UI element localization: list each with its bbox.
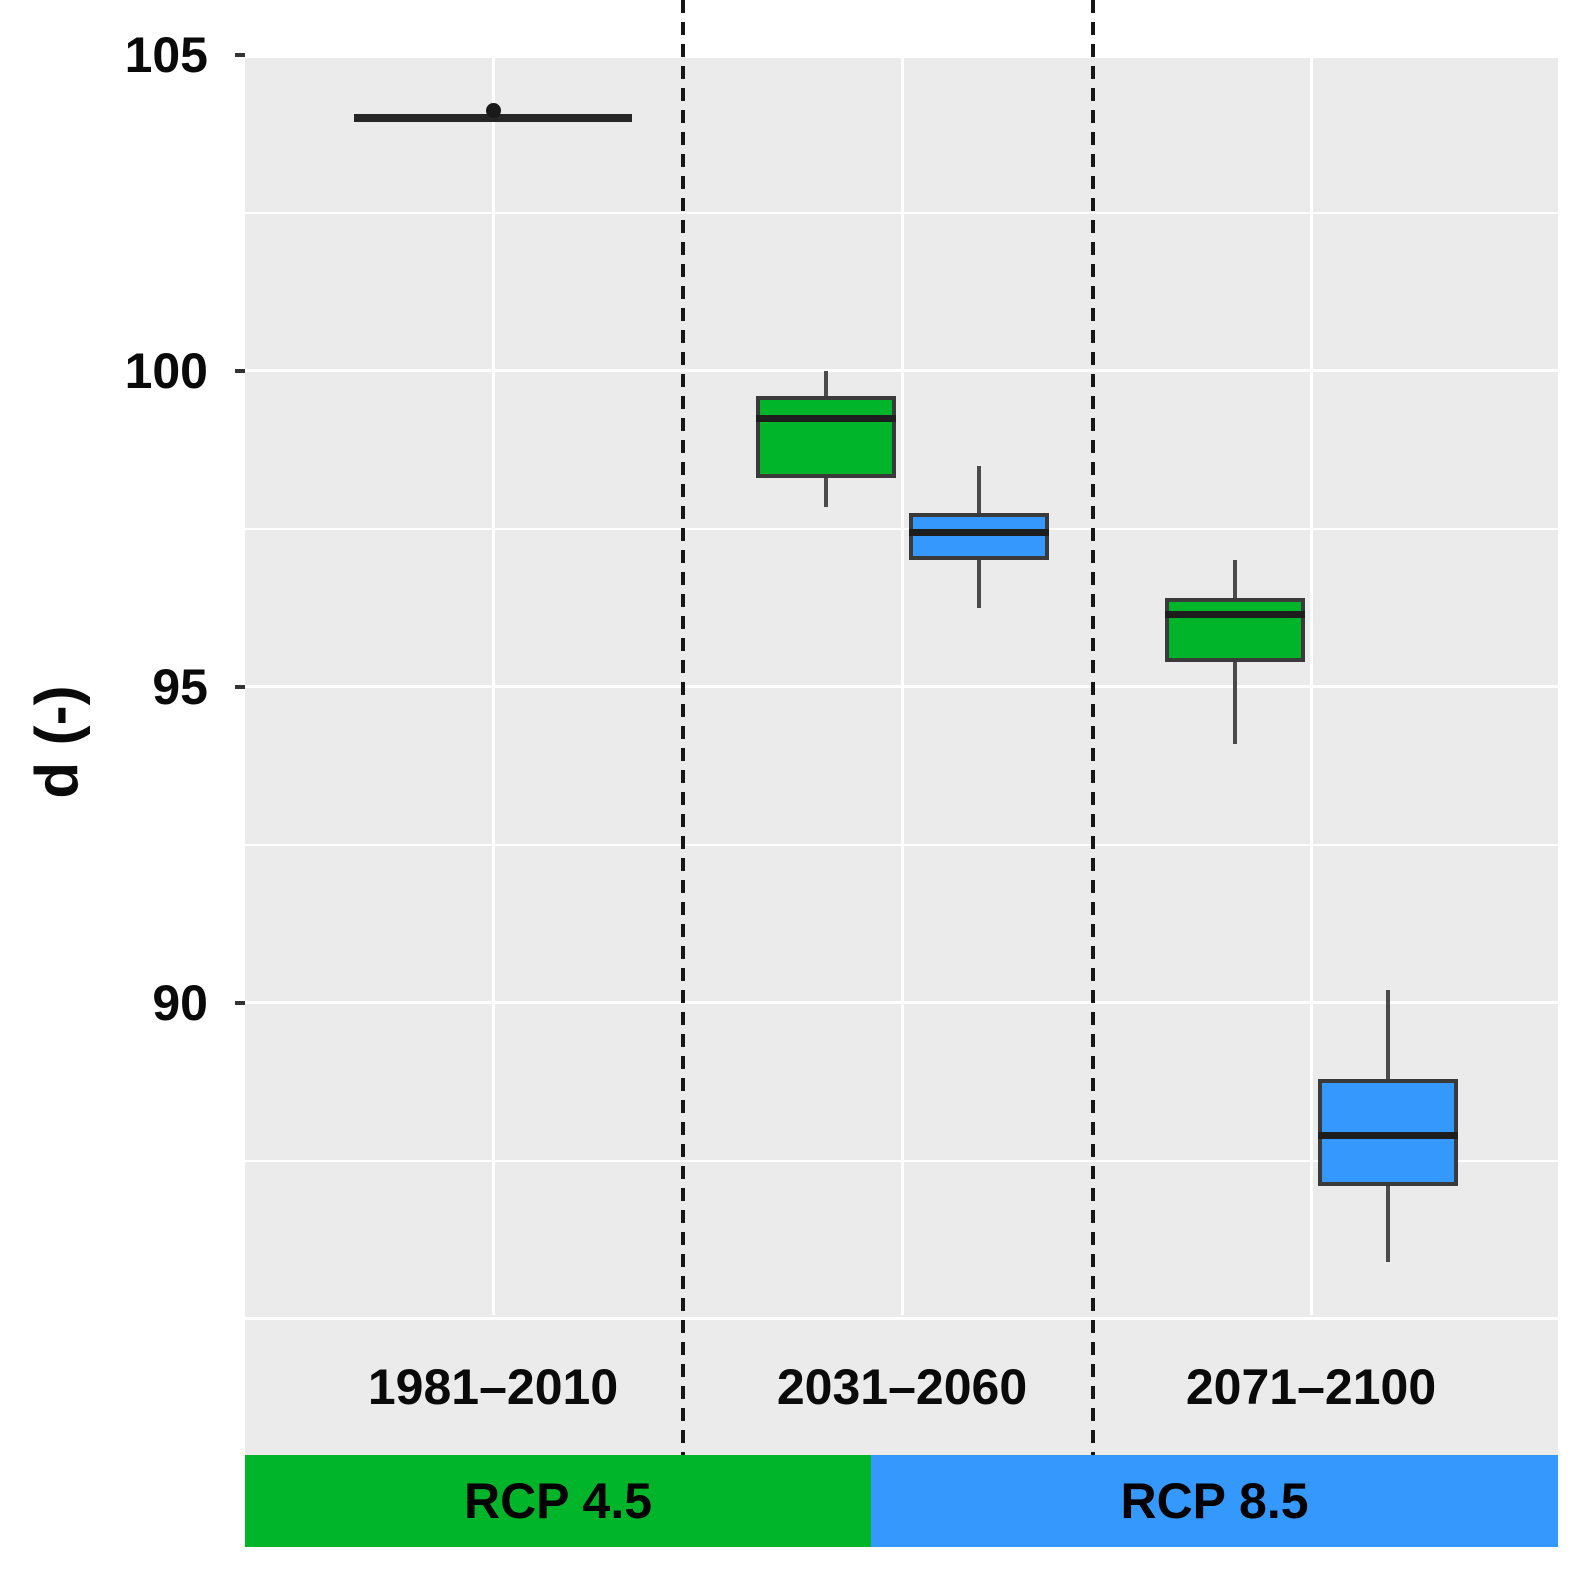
scenario-label-rcp45: RCP 4.5 bbox=[463, 1473, 653, 1529]
scenario-segment-rcp85: RCP 8.5 bbox=[871, 1455, 1558, 1547]
x-period-label: 1981–2010 bbox=[367, 1359, 619, 1415]
y-tick-mark bbox=[235, 684, 245, 689]
boxplot-box bbox=[908, 513, 1049, 561]
y-tick-label: 95 bbox=[152, 658, 208, 715]
panel-separator bbox=[1091, 0, 1095, 1455]
boxplot-outlier bbox=[485, 103, 501, 119]
scenario-label-rcp85: RCP 8.5 bbox=[1120, 1473, 1309, 1529]
scenario-segment-rcp45: RCP 4.5 bbox=[245, 1455, 871, 1547]
panel-separator bbox=[681, 0, 685, 1455]
gridline-h-major bbox=[245, 1317, 1558, 1321]
y-tick-mark bbox=[235, 53, 245, 57]
x-period-label: 2071–2100 bbox=[1185, 1359, 1437, 1415]
y-tick-label: 100 bbox=[124, 342, 208, 399]
boxplot-median bbox=[908, 528, 1049, 536]
x-period-label: 2031–2060 bbox=[776, 1359, 1028, 1415]
boxplot-median bbox=[755, 414, 896, 422]
gridline-v-category bbox=[1309, 55, 1313, 1315]
gridline-v-category bbox=[900, 55, 904, 1315]
boxplot-median bbox=[1164, 610, 1305, 618]
y-tick-mark bbox=[235, 1000, 245, 1005]
boxplot-median bbox=[1317, 1131, 1458, 1139]
boxplot-collapsed-box bbox=[354, 114, 632, 123]
y-tick-mark bbox=[235, 368, 245, 373]
gridline-v-category bbox=[491, 55, 495, 1315]
y-tick-label: 105 bbox=[124, 27, 208, 83]
y-tick-label: 90 bbox=[152, 974, 208, 1031]
boxplot-box bbox=[1164, 598, 1305, 662]
boxplot-box bbox=[755, 396, 896, 479]
